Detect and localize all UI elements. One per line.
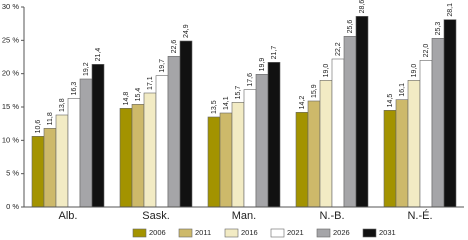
legend-label: 2006 bbox=[149, 228, 166, 237]
legend-swatch bbox=[270, 228, 285, 238]
value-label: 17,6 bbox=[247, 73, 254, 87]
bar bbox=[207, 116, 221, 208]
bar bbox=[79, 78, 93, 208]
legend-label: 2011 bbox=[195, 228, 211, 237]
x-tick-label: Sask. bbox=[142, 210, 170, 222]
bar bbox=[143, 92, 157, 208]
value-label: 19,9 bbox=[259, 58, 266, 72]
y-tick-label: 30 % bbox=[2, 2, 19, 11]
value-label: 25,6 bbox=[347, 20, 354, 34]
value-label: 22,0 bbox=[423, 44, 430, 58]
bar bbox=[31, 136, 45, 208]
value-label: 21,4 bbox=[95, 48, 102, 62]
legend-swatch bbox=[132, 228, 147, 238]
value-label: 22,2 bbox=[335, 42, 342, 56]
value-label: 16,3 bbox=[71, 82, 78, 96]
x-tick-label: Man. bbox=[232, 210, 256, 222]
bar bbox=[443, 19, 457, 208]
value-label: 21,7 bbox=[271, 46, 278, 60]
bar bbox=[167, 56, 181, 208]
value-label: 15,4 bbox=[135, 88, 142, 102]
y-tick-label: 15 % bbox=[2, 102, 19, 111]
value-label: 14,8 bbox=[123, 92, 130, 106]
bar bbox=[219, 112, 233, 208]
value-label: 24,9 bbox=[183, 24, 190, 38]
value-label: 13,8 bbox=[59, 98, 66, 112]
legend-swatch bbox=[224, 228, 239, 238]
bar bbox=[331, 58, 345, 208]
value-label: 25,3 bbox=[435, 22, 442, 36]
bar bbox=[343, 36, 357, 208]
value-label: 19,0 bbox=[323, 64, 330, 78]
value-label: 19,0 bbox=[411, 64, 418, 78]
value-label: 14,2 bbox=[299, 96, 306, 110]
value-label: 16,1 bbox=[399, 83, 406, 97]
value-label: 14,5 bbox=[387, 94, 394, 108]
value-label: 10,6 bbox=[35, 120, 42, 134]
bar bbox=[67, 98, 81, 208]
bar bbox=[383, 110, 397, 208]
value-label: 28,1 bbox=[447, 3, 454, 17]
y-tick-label: 10 % bbox=[2, 135, 19, 144]
bar bbox=[131, 104, 145, 208]
value-label: 17,1 bbox=[147, 76, 154, 90]
value-label: 22,6 bbox=[171, 40, 178, 54]
bar bbox=[255, 74, 269, 208]
x-tick-label: N.-B. bbox=[319, 210, 344, 222]
y-tick-label: 0 % bbox=[6, 202, 19, 211]
value-label: 14,1 bbox=[223, 96, 230, 110]
bar bbox=[355, 16, 369, 208]
bar bbox=[91, 64, 105, 208]
bar bbox=[419, 60, 433, 208]
bar bbox=[55, 114, 69, 208]
bar bbox=[307, 100, 321, 208]
legend-label: 2031 bbox=[379, 228, 396, 237]
value-label: 15,7 bbox=[235, 86, 242, 100]
bar bbox=[319, 80, 333, 208]
bar bbox=[179, 40, 193, 208]
bar bbox=[407, 80, 421, 208]
x-tick-label: Alb. bbox=[59, 210, 78, 222]
y-tick-label: 5 % bbox=[6, 169, 19, 178]
value-label: 19,2 bbox=[83, 62, 90, 76]
value-label: 11,8 bbox=[47, 112, 54, 125]
value-label: 19,7 bbox=[159, 59, 166, 73]
legend-label: 2026 bbox=[333, 228, 350, 237]
legend-swatch bbox=[178, 228, 193, 238]
bar bbox=[119, 108, 133, 208]
legend-swatch bbox=[362, 228, 377, 238]
legend-label: 2016 bbox=[241, 228, 258, 237]
value-label: 28,6 bbox=[359, 0, 366, 13]
value-label: 15,9 bbox=[311, 84, 318, 98]
bar bbox=[267, 62, 281, 208]
y-tick-label: 20 % bbox=[2, 69, 19, 78]
y-tick-label: 25 % bbox=[2, 35, 19, 44]
bar bbox=[43, 128, 57, 208]
legend-swatch bbox=[316, 228, 331, 238]
bar bbox=[231, 102, 245, 208]
bar bbox=[295, 112, 309, 208]
bar bbox=[395, 99, 409, 208]
x-tick-label: N.-É. bbox=[407, 209, 432, 222]
legend-label: 2021 bbox=[287, 228, 304, 237]
value-label: 13,5 bbox=[211, 100, 218, 114]
bar bbox=[243, 89, 257, 208]
bar bbox=[431, 38, 445, 208]
bar bbox=[155, 75, 169, 208]
